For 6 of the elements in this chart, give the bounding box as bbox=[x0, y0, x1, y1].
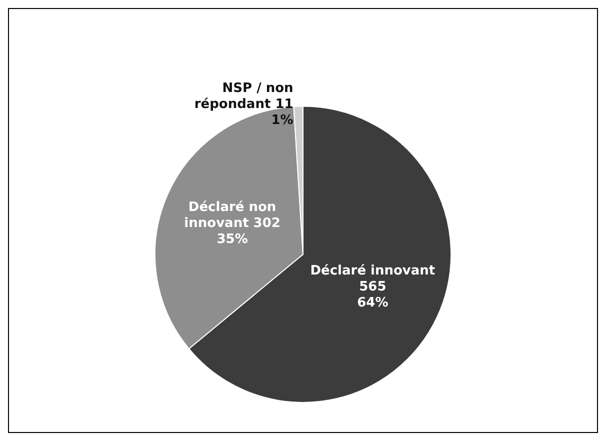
slice-label: NSP / non répondant 11 bbox=[194, 80, 294, 112]
slice-label: Déclaré innovant 565 bbox=[310, 264, 436, 295]
slice-label: Déclaré non innovant 302 bbox=[184, 200, 280, 232]
data-label: 64% bbox=[357, 296, 388, 311]
data-label: 1% bbox=[271, 112, 294, 128]
data-label: 35% bbox=[216, 232, 248, 248]
